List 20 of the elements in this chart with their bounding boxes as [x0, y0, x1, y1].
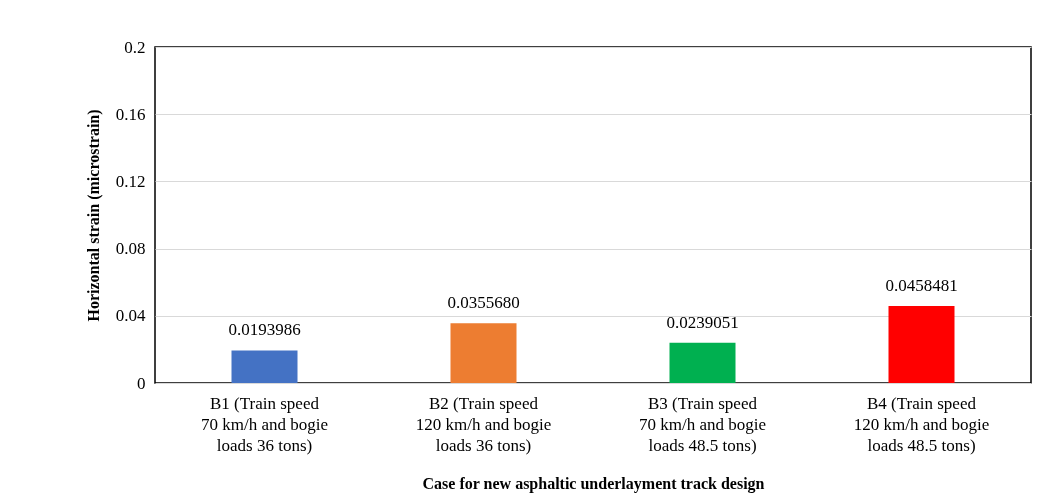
- y-tick-label: 0: [137, 373, 146, 393]
- y-tick-label: 0.16: [115, 104, 146, 124]
- data-label: 0.0239051: [666, 312, 739, 332]
- bar: [669, 342, 736, 383]
- bar: [231, 350, 298, 383]
- y-axis-title: Horizontal strain (microstrain): [84, 109, 103, 322]
- y-tick-label: 0.04: [115, 306, 146, 326]
- data-label: 0.0458481: [885, 275, 958, 295]
- bar: [888, 305, 955, 383]
- x-tick-label: B1 (Train speed 70 km/h and bogie loads 36 tons): [200, 393, 329, 455]
- x-tick-label: B3 (Train speed 70 km/h and bogie loads 48.5 tons): [638, 393, 767, 455]
- bar: [450, 323, 517, 383]
- y-tick-label: 0.08: [115, 239, 146, 259]
- data-label: 0.0193986: [228, 320, 301, 340]
- x-axis-title: Case for new asphaltic underlayment track design: [422, 474, 765, 493]
- x-tick-label: B2 (Train speed 120 km/h and bogie loads 36 tons): [415, 393, 552, 455]
- x-tick-label: B4 (Train speed 120 km/h and bogie loads 48.5 tons): [853, 393, 990, 455]
- data-label: 0.0355680: [447, 293, 520, 313]
- y-tick-label: 0.2: [124, 37, 146, 57]
- y-tick-label: 0.12: [115, 171, 146, 191]
